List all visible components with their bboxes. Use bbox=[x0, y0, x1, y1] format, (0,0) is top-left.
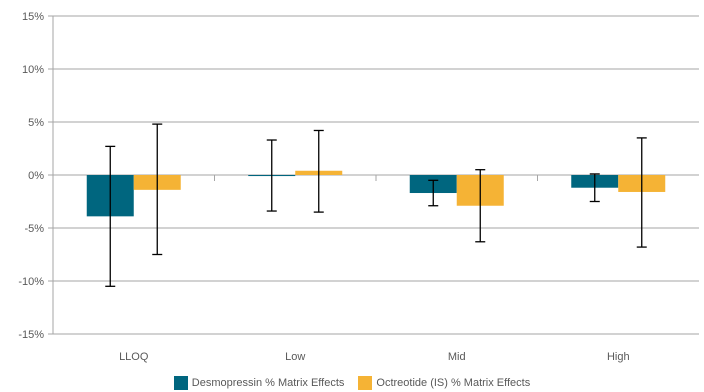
legend-label-octreotide: Octreotide (IS) % Matrix Effects bbox=[376, 377, 531, 389]
y-tick-label: 5% bbox=[28, 117, 44, 129]
bar-chart: 15% 10% 5% 0% -5% -10% -15% LLOQ Low Mid High bbox=[18, 11, 699, 363]
error-bars bbox=[105, 123, 647, 287]
x-tick-label: Mid bbox=[448, 351, 466, 363]
legend: Desmopressin % Matrix Effects Octreotide… bbox=[0, 374, 704, 392]
x-tick-label: High bbox=[607, 351, 630, 363]
x-tick-label: Low bbox=[285, 351, 305, 363]
y-tick-label: 15% bbox=[22, 11, 44, 23]
y-tick-label: -5% bbox=[24, 223, 44, 235]
legend-item-octreotide: Octreotide (IS) % Matrix Effects bbox=[358, 376, 530, 390]
legend-swatch-octreotide bbox=[358, 376, 373, 390]
x-tick-label: LLOQ bbox=[119, 351, 149, 363]
y-tick-label: -10% bbox=[18, 276, 44, 288]
x-axis: LLOQ Low Mid High bbox=[119, 175, 630, 363]
legend-label-desmopressin: Desmopressin % Matrix Effects bbox=[191, 377, 345, 389]
legend-swatch-desmopressin bbox=[173, 376, 188, 390]
y-tick-label: -15% bbox=[18, 329, 44, 341]
y-axis: 15% 10% 5% 0% -5% -10% -15% bbox=[18, 11, 54, 341]
legend-item-desmopressin: Desmopressin % Matrix Effects bbox=[173, 376, 345, 390]
y-tick-label: 0% bbox=[28, 170, 44, 182]
y-tick-label: 10% bbox=[22, 64, 44, 76]
